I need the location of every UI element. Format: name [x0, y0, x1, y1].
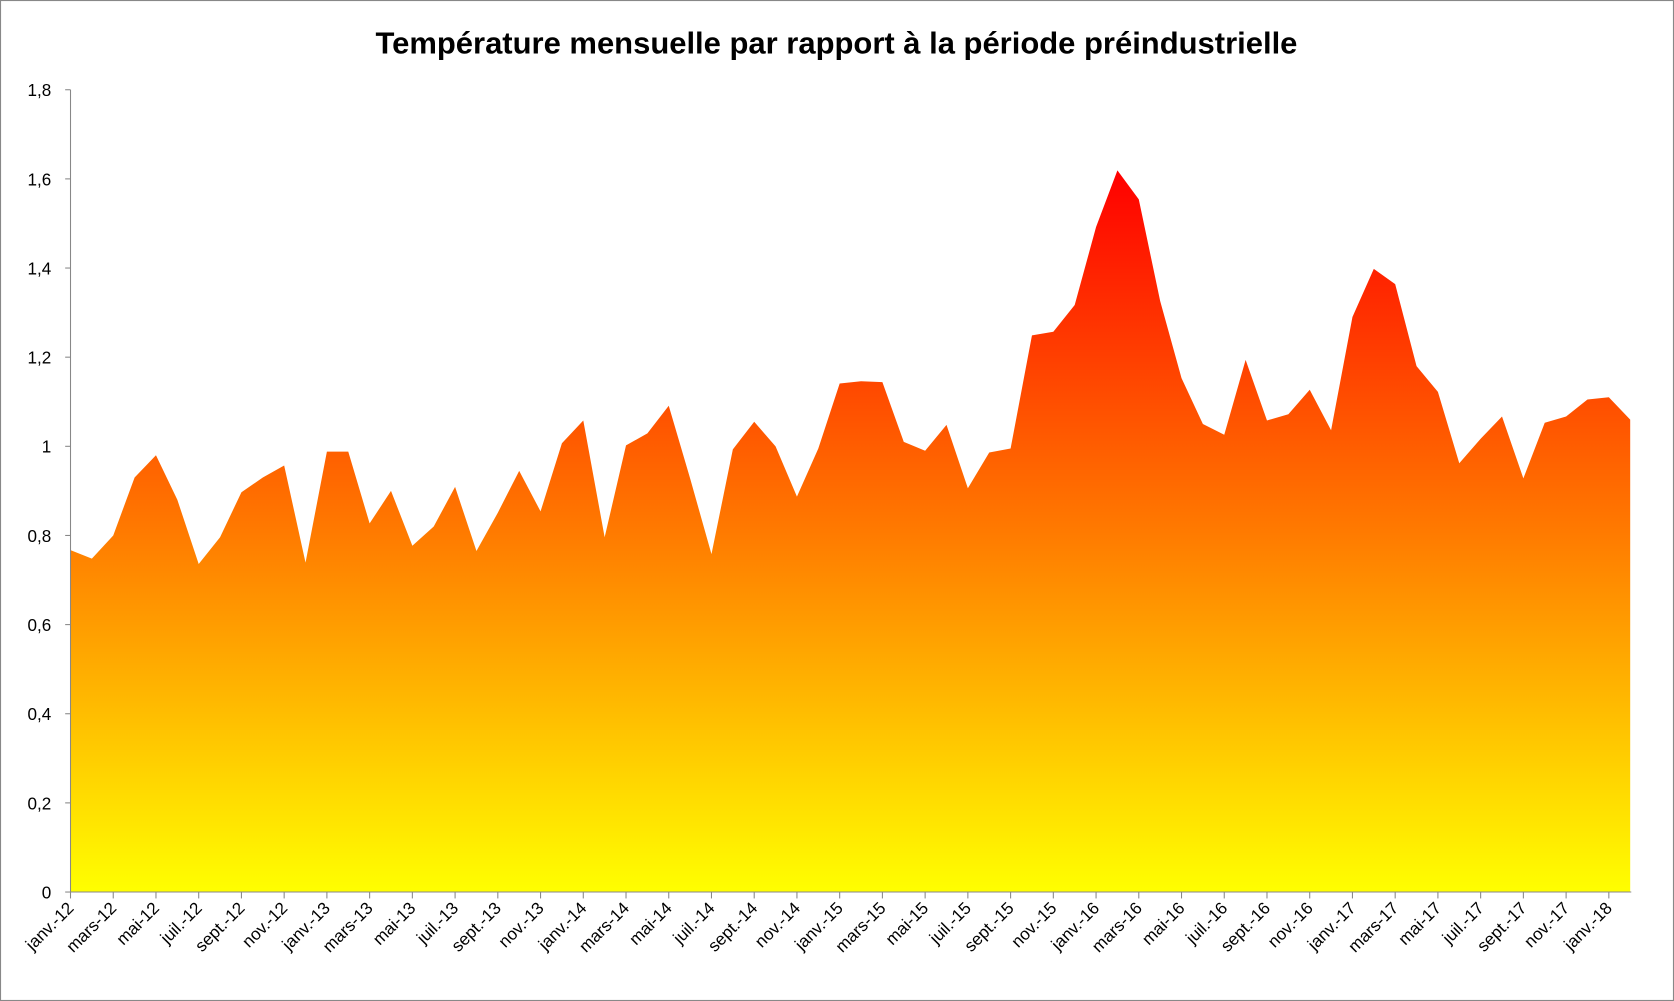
y-tick-label: 0,2 — [28, 794, 52, 813]
y-tick-label: 0,4 — [28, 705, 52, 724]
y-tick-label: 1,8 — [28, 81, 52, 100]
y-tick-label: 0,6 — [28, 616, 52, 635]
chart-title: Température mensuelle par rapport à la p… — [376, 25, 1298, 60]
y-tick-label: 0 — [42, 883, 52, 902]
y-tick-label: 1 — [42, 438, 52, 457]
y-tick-label: 1,6 — [28, 170, 52, 189]
y-tick-label: 1,4 — [28, 259, 52, 278]
temperature-area — [70, 170, 1631, 893]
y-tick-label: 1,2 — [28, 349, 52, 368]
y-tick-label: 0,8 — [28, 527, 52, 546]
